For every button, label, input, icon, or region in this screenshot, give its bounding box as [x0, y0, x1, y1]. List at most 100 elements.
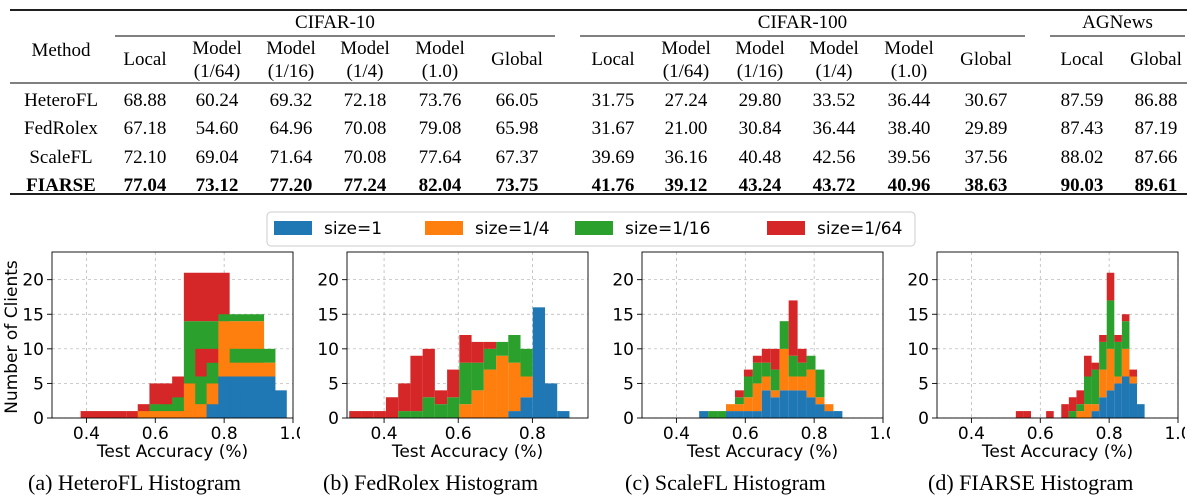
row-method: FIARSE: [26, 175, 96, 196]
x-tick-label: 0.8: [1096, 424, 1123, 444]
histogram-bar-size-16: [1084, 376, 1092, 405]
y-tick-label: 10: [22, 340, 44, 360]
row-method: ScaleFL: [29, 147, 92, 168]
x-tick-label: 0.4: [371, 424, 398, 444]
group-header: CIFAR-100: [758, 12, 847, 33]
results-table: MethodCIFAR-10LocalModel(1/64)Model(1/16…: [10, 9, 1187, 196]
histogram-bar-size-4: [1084, 404, 1092, 418]
histogram-bar-size-64: [797, 348, 807, 363]
histogram-bar-size-4: [1076, 411, 1085, 418]
table-cell: 72.10: [124, 147, 167, 168]
table-cell: 73.76: [419, 90, 462, 111]
histogram-bar-size-4: [743, 397, 753, 412]
table-cell: 87.19: [1135, 118, 1178, 139]
group-header: AGNews: [1082, 12, 1153, 33]
table-cell: 36.16: [665, 147, 708, 168]
caption-fedrolex: (b) FedRolex Histogram: [323, 470, 539, 495]
histogram-bar-size-64: [349, 411, 362, 418]
histogram-bar-size-64: [1015, 411, 1024, 418]
histogram-bar-size-64: [734, 390, 744, 398]
column-header: (1.0): [891, 61, 927, 82]
table-cell: 29.80: [739, 90, 782, 111]
histogram-bar-size-64: [434, 390, 448, 405]
histogram-bar-size-64: [422, 348, 435, 398]
row-method: HeteroFL: [24, 90, 98, 111]
histogram-bar-size-1: [1106, 390, 1115, 418]
y-tick-label: 10: [907, 340, 929, 360]
histogram-bar-size-1: [508, 411, 521, 418]
histogram-bar-size-64: [1091, 362, 1100, 370]
table-cell: 64.96: [270, 118, 313, 139]
histogram-bar-size-1: [699, 411, 709, 418]
table-cell: 88.02: [1061, 147, 1104, 168]
table-cell: 72.18: [344, 90, 387, 111]
y-tick-label: 10: [612, 340, 634, 360]
x-tick-label: 0.8: [519, 424, 546, 444]
y-tick-label: 5: [918, 374, 929, 394]
column-header: Global: [1130, 49, 1182, 70]
column-header: Model: [192, 38, 242, 59]
table-cell: 65.98: [496, 118, 539, 139]
histogram-bar-size-4: [815, 397, 825, 405]
histogram-bar-size-4: [752, 383, 762, 412]
histogram-bar-size-16: [1068, 411, 1077, 418]
histogram-bar-size-16: [734, 397, 744, 405]
x-axis-label: Test Accuracy (%): [686, 442, 838, 462]
table-cell: 71.64: [270, 147, 313, 168]
table-cell: 37.56: [965, 147, 1008, 168]
table-cell: 60.24: [196, 90, 239, 111]
histogram-bar-size-1: [726, 411, 735, 418]
histogram-bar-size-4: [797, 376, 807, 391]
y-tick-label: 15: [612, 305, 634, 325]
column-header: Local: [123, 49, 166, 70]
y-tick-label: 0: [328, 409, 339, 429]
histogram-bar-size-1: [1121, 376, 1130, 418]
y-tick-label: 5: [33, 374, 44, 394]
histogram-bar-size-16: [779, 321, 789, 349]
column-header: Global: [491, 49, 543, 70]
x-tick-label: 0.4: [663, 424, 690, 444]
histogram-bar-size-64: [1023, 411, 1031, 418]
histogram-bar-size-1: [557, 411, 570, 418]
table-cell: 31.75: [592, 90, 635, 111]
x-tick-label: 0.6: [445, 424, 472, 444]
histogram-bar-size-64: [1129, 369, 1138, 377]
histogram-bar-size-4: [806, 369, 816, 398]
y-tick-label: 20: [907, 271, 929, 291]
histogram-bar-size-16: [708, 411, 718, 418]
x-tick-label: 0.6: [142, 424, 169, 444]
column-header: Model: [415, 38, 465, 59]
histogram-bar-size-64: [471, 341, 484, 363]
histogram-bar-size-64: [1121, 314, 1130, 322]
table-cell: 43.72: [813, 175, 856, 196]
histogram-bar-size-64: [447, 369, 460, 398]
histogram-bar-size-16: [218, 314, 265, 322]
histogram-bar-size-64: [410, 355, 423, 412]
caption-fiarse: (d) FIARSE Histogram: [928, 470, 1134, 495]
histogram-bar-size-64: [1068, 397, 1077, 412]
histogram-bar-size-1: [788, 390, 798, 418]
y-tick-label: 0: [918, 409, 929, 429]
histogram-bar-size-16: [1076, 404, 1085, 412]
table-cell: 38.63: [965, 175, 1008, 196]
y-tick-label: 15: [907, 305, 929, 325]
row-method: FedRolex: [24, 118, 98, 139]
histogram-bar-size-1: [532, 307, 545, 418]
table-cell: 77.24: [344, 175, 387, 196]
table-cell: 67.18: [124, 118, 167, 139]
histogram-bar-size-16: [743, 376, 753, 398]
histogram-bar-size-1: [833, 411, 843, 418]
table-cell: 33.52: [813, 90, 856, 111]
histogram-bar-size-4: [824, 404, 834, 412]
column-header: Local: [1060, 49, 1103, 70]
table-cell: 39.56: [888, 147, 931, 168]
table-cell: 77.64: [419, 147, 462, 168]
table-cell: 30.84: [739, 118, 782, 139]
y-tick-label: 5: [623, 374, 634, 394]
histogram-bar-size-1: [761, 390, 771, 418]
histogram-bar-size-1: [1114, 383, 1122, 418]
histogram-bar-size-1: [779, 390, 789, 418]
histogram-bar-size-1: [770, 397, 780, 418]
histogram-bar-size-16: [761, 362, 771, 377]
histogram-bar-size-16: [496, 341, 509, 356]
